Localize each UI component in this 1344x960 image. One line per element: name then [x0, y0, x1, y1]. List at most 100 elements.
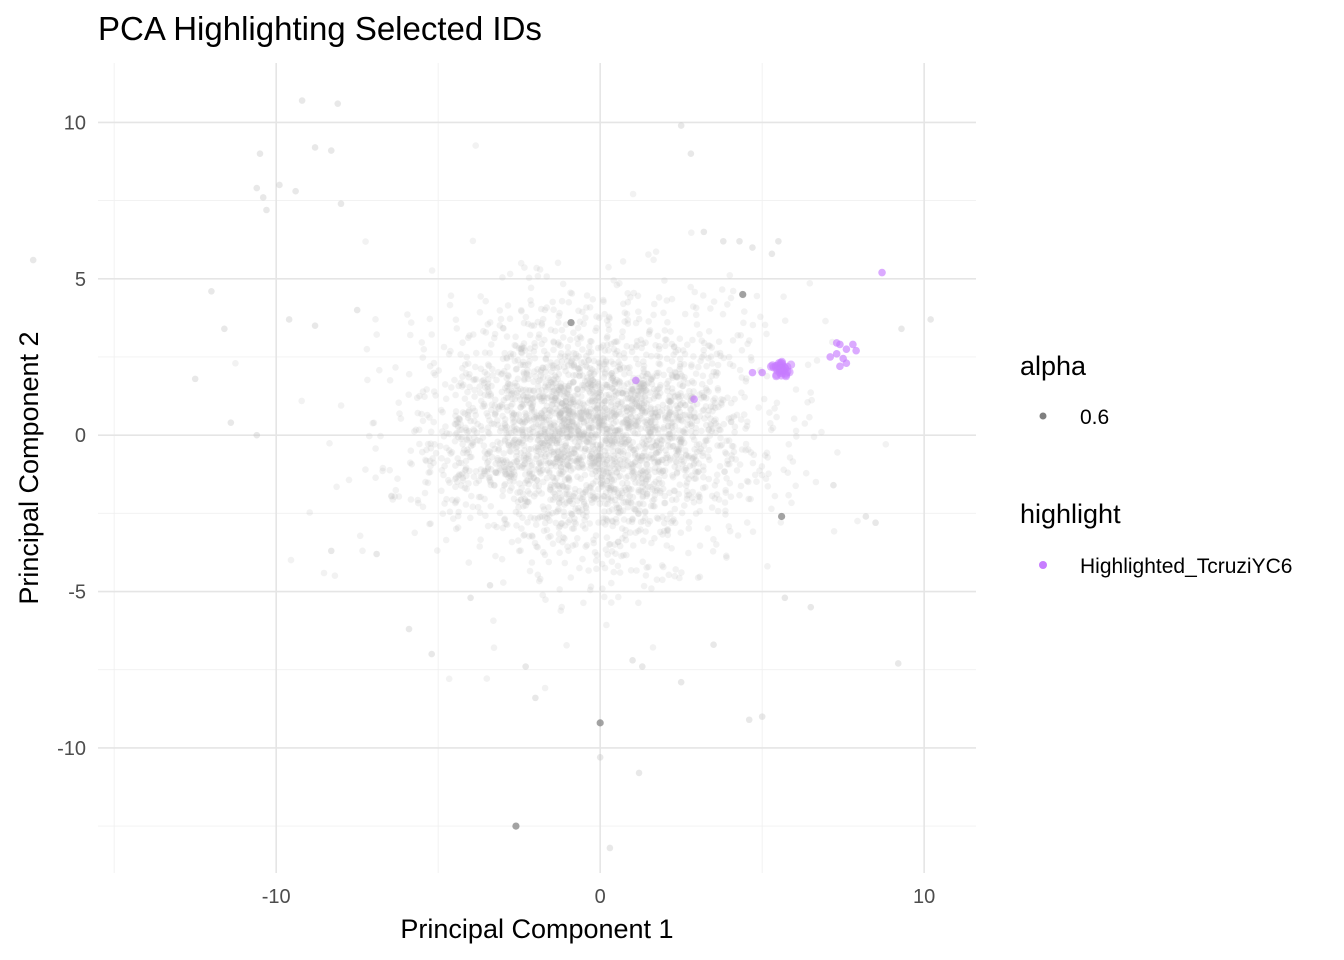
gray-point	[629, 385, 637, 393]
gray-point	[713, 471, 721, 479]
gray-point	[722, 511, 729, 518]
gray-point	[464, 411, 472, 419]
gray-point	[681, 429, 689, 437]
gray-point	[666, 366, 673, 374]
gray-point	[529, 394, 537, 402]
gray-point	[604, 414, 611, 421]
gray-point	[538, 410, 545, 418]
gray-point	[510, 418, 517, 426]
gray-point	[656, 458, 663, 466]
gray-point	[669, 418, 677, 426]
gray-point	[537, 450, 545, 458]
gray-point	[648, 375, 656, 382]
y-tick-label: 5	[75, 269, 86, 291]
gray-point	[630, 505, 638, 513]
gray-point	[549, 380, 557, 388]
gray-point	[647, 418, 654, 426]
gray-point	[603, 383, 611, 391]
gray-point	[882, 441, 890, 448]
gray-point	[576, 364, 584, 372]
gray-point	[620, 499, 627, 506]
gray-point	[637, 336, 645, 344]
gray-point	[771, 492, 779, 500]
gray-point	[610, 408, 618, 415]
gray-point	[232, 360, 239, 367]
gray-point	[927, 316, 934, 323]
gray-point	[331, 572, 339, 579]
gray-point	[562, 466, 570, 473]
gray-point	[564, 403, 572, 410]
gray-point	[508, 484, 515, 491]
gray-point	[478, 378, 486, 385]
gray-point	[588, 454, 596, 462]
gray-point	[554, 507, 562, 515]
gray-point	[661, 327, 669, 334]
gray-point	[520, 416, 527, 423]
gray-point	[621, 435, 628, 443]
gray-point	[535, 448, 542, 455]
gray-point	[710, 368, 717, 376]
gray-point	[306, 509, 314, 516]
gray-point	[461, 467, 469, 474]
gray-point	[518, 400, 526, 408]
gray-point	[558, 384, 565, 392]
gray-point	[560, 402, 568, 410]
gray-point	[592, 478, 600, 485]
gray-point	[494, 469, 501, 477]
gray-point	[586, 436, 593, 443]
gray-point	[502, 520, 510, 528]
gray-point	[448, 449, 456, 456]
gray-point	[594, 383, 602, 390]
gray-point	[584, 422, 592, 429]
gray-point	[478, 397, 485, 405]
gray-point	[494, 455, 501, 462]
y-axis-label: Principal Component 2	[14, 331, 44, 604]
gray-point	[625, 418, 633, 426]
gray-point	[505, 465, 512, 473]
gray-point	[424, 411, 431, 419]
gray-point	[544, 384, 552, 391]
gray-point	[854, 517, 861, 525]
gray-point	[567, 359, 575, 366]
gray-point	[657, 441, 665, 448]
gray-point	[655, 360, 662, 367]
gray-point	[767, 426, 775, 434]
gray-point	[468, 492, 475, 500]
gray-point	[556, 413, 564, 421]
gray-point	[470, 376, 477, 384]
gray-point	[504, 394, 512, 401]
gray-point	[593, 441, 601, 449]
gray-point	[616, 366, 624, 373]
gray-point	[698, 337, 706, 345]
gray-point	[468, 439, 476, 447]
gray-point	[523, 393, 530, 401]
gray-point	[650, 385, 658, 393]
gray-point	[534, 431, 541, 439]
gray-point	[549, 509, 556, 517]
gray-point	[625, 499, 632, 506]
gray-point	[702, 385, 710, 392]
gray-point	[603, 516, 611, 523]
gray-point	[606, 434, 613, 442]
gray-point	[608, 370, 615, 377]
gray-point	[532, 420, 540, 428]
gray-point	[538, 397, 546, 405]
gray-point	[603, 317, 611, 324]
gray-point	[639, 492, 647, 500]
gray-point	[427, 520, 434, 527]
gray-point	[588, 454, 596, 461]
gray-point	[666, 409, 674, 417]
gray-point	[535, 393, 543, 401]
gray-point	[588, 381, 596, 389]
gray-point	[747, 449, 755, 456]
gray-point	[608, 376, 615, 383]
gray-point	[604, 333, 611, 340]
gray-point	[608, 475, 615, 483]
gray-point	[556, 586, 563, 593]
gray-point	[636, 412, 644, 420]
gray-point	[716, 349, 724, 357]
gray-point	[527, 387, 534, 394]
gray-point	[578, 495, 586, 503]
gray-point	[462, 457, 470, 465]
gray-point	[507, 471, 515, 478]
